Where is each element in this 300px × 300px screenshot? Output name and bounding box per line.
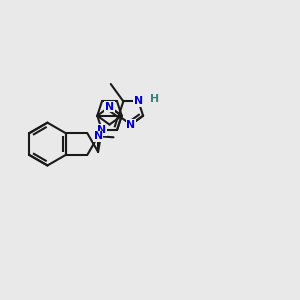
Text: N: N xyxy=(126,120,136,130)
Text: N: N xyxy=(134,96,143,106)
Text: N: N xyxy=(105,102,114,112)
Text: H: H xyxy=(150,94,159,104)
Text: N: N xyxy=(94,131,103,141)
Text: N: N xyxy=(98,125,106,135)
